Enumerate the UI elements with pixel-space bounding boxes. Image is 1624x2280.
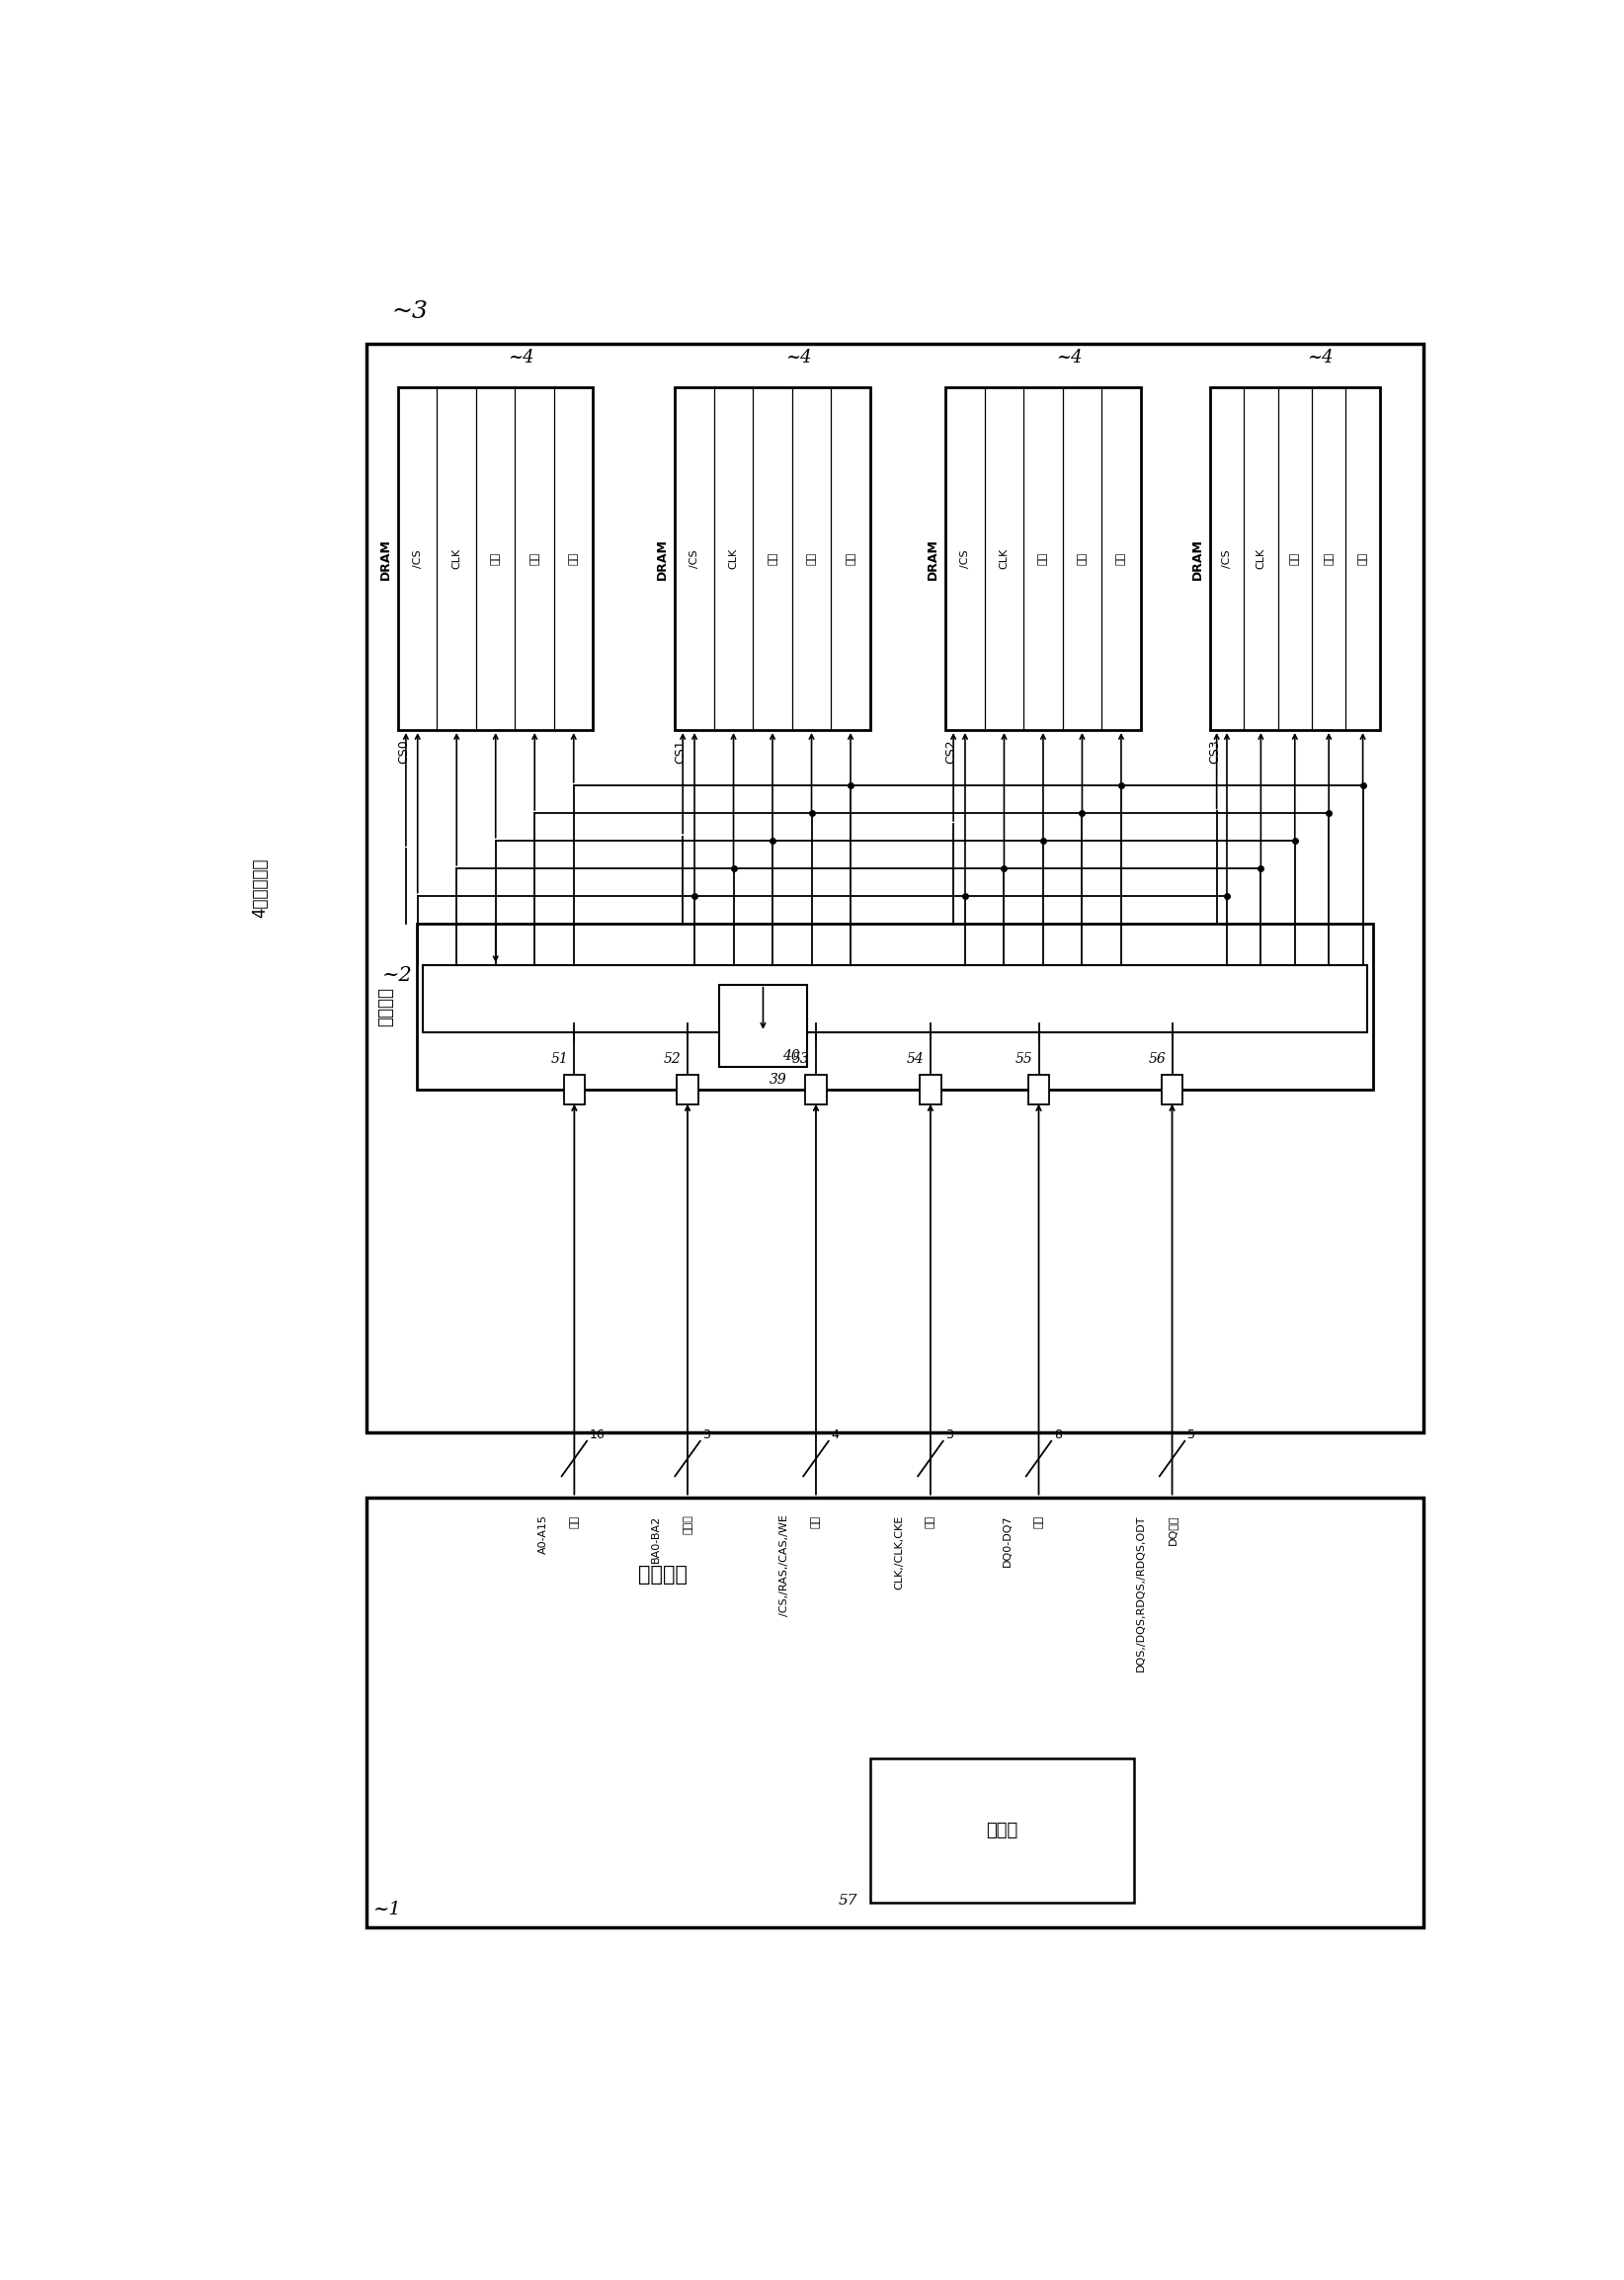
Text: 指令: 指令 bbox=[1324, 552, 1333, 565]
Bar bbox=[870, 1758, 1134, 1904]
Text: 地址: 地址 bbox=[490, 552, 500, 565]
Bar bbox=[424, 964, 1367, 1033]
Text: 53: 53 bbox=[793, 1053, 810, 1067]
Bar bbox=[417, 923, 1374, 1090]
Text: 8: 8 bbox=[1054, 1427, 1062, 1441]
Text: /CS: /CS bbox=[1221, 549, 1233, 568]
Text: DRAM: DRAM bbox=[926, 538, 939, 579]
Text: 16: 16 bbox=[590, 1427, 606, 1441]
Text: 接口芯片: 接口芯片 bbox=[377, 987, 395, 1026]
Text: CS1: CS1 bbox=[674, 739, 687, 764]
Text: /CS,/RAS,/CAS,/WE: /CS,/RAS,/CAS,/WE bbox=[780, 1514, 789, 1617]
Text: 4: 4 bbox=[831, 1427, 840, 1441]
Bar bbox=[1210, 388, 1380, 730]
Text: DQ0-DQ7: DQ0-DQ7 bbox=[1002, 1514, 1012, 1566]
Text: 指令: 指令 bbox=[810, 1514, 820, 1528]
Bar bbox=[919, 1076, 942, 1106]
Text: BA0-BA2: BA0-BA2 bbox=[651, 1514, 661, 1562]
Text: 时钟: 时钟 bbox=[926, 1514, 935, 1528]
Text: 试验装置: 试验装置 bbox=[638, 1564, 687, 1585]
Text: /CS: /CS bbox=[690, 549, 700, 568]
Text: 数据: 数据 bbox=[1034, 1514, 1044, 1528]
Bar bbox=[719, 985, 807, 1067]
Text: DQS,/DQS,RDQS,/RDQS,ODT: DQS,/DQS,RDQS,/RDQS,ODT bbox=[1135, 1514, 1145, 1671]
Text: ~2: ~2 bbox=[382, 967, 412, 985]
Text: A0-A15: A0-A15 bbox=[538, 1514, 547, 1555]
Text: 51: 51 bbox=[551, 1053, 568, 1067]
Text: 指令: 指令 bbox=[807, 552, 817, 565]
Text: 40: 40 bbox=[781, 1049, 799, 1062]
Text: CLK: CLK bbox=[1255, 549, 1265, 570]
Text: CLK: CLK bbox=[729, 549, 739, 570]
Text: 5: 5 bbox=[1187, 1427, 1195, 1441]
Text: 比较器: 比较器 bbox=[986, 1822, 1018, 1840]
Text: 52: 52 bbox=[664, 1053, 682, 1067]
Text: DRAM: DRAM bbox=[378, 538, 391, 579]
Text: CLK,/CLK,CKE: CLK,/CLK,CKE bbox=[895, 1514, 905, 1589]
Text: 数据: 数据 bbox=[1358, 552, 1367, 565]
Text: 地址: 地址 bbox=[1289, 552, 1299, 565]
Text: 56: 56 bbox=[1148, 1053, 1166, 1067]
Text: 指令: 指令 bbox=[1077, 552, 1086, 565]
Text: DQ控制: DQ控制 bbox=[1168, 1514, 1177, 1546]
Text: /CS: /CS bbox=[960, 549, 970, 568]
Bar bbox=[806, 1076, 827, 1106]
Text: 数据: 数据 bbox=[846, 552, 856, 565]
Text: 数据: 数据 bbox=[1116, 552, 1125, 565]
Text: 3: 3 bbox=[703, 1427, 710, 1441]
Text: 地址: 地址 bbox=[768, 552, 778, 565]
Text: DRAM: DRAM bbox=[656, 538, 669, 579]
Text: 数据: 数据 bbox=[568, 552, 578, 565]
Text: 指令: 指令 bbox=[529, 552, 539, 565]
Bar bbox=[1161, 1076, 1182, 1106]
Text: 54: 54 bbox=[906, 1053, 924, 1067]
Bar bbox=[367, 1498, 1424, 1927]
Bar bbox=[564, 1076, 585, 1106]
Text: ~4: ~4 bbox=[784, 349, 812, 367]
Bar bbox=[677, 1076, 698, 1106]
Text: 地址: 地址 bbox=[570, 1514, 580, 1528]
Text: CLK: CLK bbox=[999, 549, 1009, 570]
Text: DRAM: DRAM bbox=[1190, 538, 1203, 579]
Text: CS2: CS2 bbox=[945, 739, 958, 764]
Text: CLK: CLK bbox=[451, 549, 461, 570]
Text: 57: 57 bbox=[838, 1895, 857, 1908]
Text: CS0: CS0 bbox=[398, 739, 411, 764]
Bar bbox=[945, 388, 1140, 730]
Text: ~3: ~3 bbox=[391, 301, 429, 324]
Text: 4层叠层封装: 4层叠层封装 bbox=[250, 857, 268, 919]
Text: 55: 55 bbox=[1015, 1053, 1033, 1067]
Text: 存储体: 存储体 bbox=[682, 1514, 692, 1534]
Bar bbox=[1028, 1076, 1049, 1106]
Text: ~1: ~1 bbox=[374, 1902, 401, 1917]
Bar bbox=[676, 388, 870, 730]
Bar bbox=[398, 388, 593, 730]
Text: /CS: /CS bbox=[412, 549, 422, 568]
Text: CS3: CS3 bbox=[1208, 739, 1221, 764]
Text: ~4: ~4 bbox=[1307, 349, 1333, 367]
Text: ~4: ~4 bbox=[508, 349, 534, 367]
Text: 地址: 地址 bbox=[1038, 552, 1047, 565]
Text: 3: 3 bbox=[945, 1427, 953, 1441]
Bar bbox=[367, 344, 1424, 1432]
Text: ~4: ~4 bbox=[1056, 349, 1082, 367]
Text: 39: 39 bbox=[770, 1072, 788, 1085]
